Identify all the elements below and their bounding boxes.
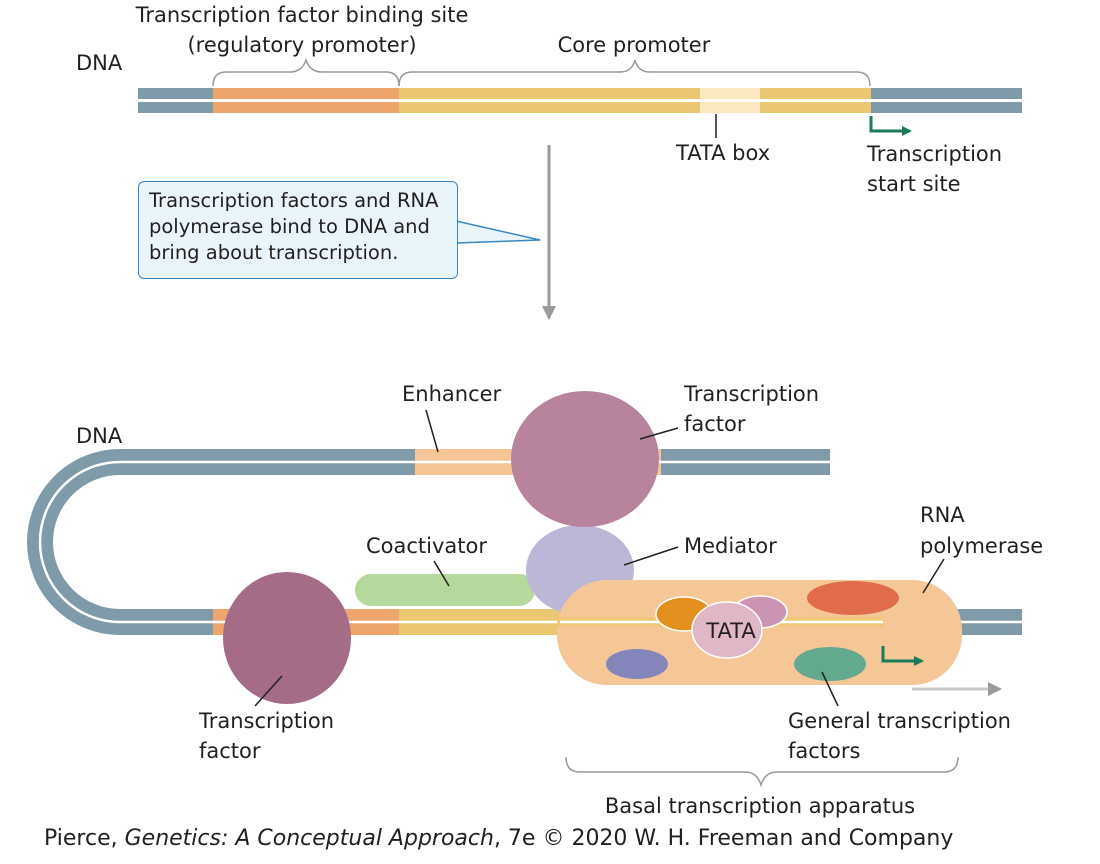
start-site-label-line2: start site — [867, 172, 961, 196]
core-promoter-bracket — [398, 59, 871, 87]
coactivator-pointer — [433, 560, 450, 587]
tata-label: TATA — [705, 619, 756, 643]
bottom-dna-label: DNA — [76, 424, 123, 448]
regulatory-promoter-region-lower — [213, 102, 399, 113]
mediator-label: Mediator — [684, 534, 777, 558]
coactivator-label: Coactivator — [366, 534, 487, 558]
dna-loop-inner — [41, 463, 1022, 621]
bottom-start-arrow — [881, 646, 924, 666]
tf-bottom-pointer — [254, 675, 283, 707]
gtf-green — [794, 647, 866, 681]
rna-pol-label: RNA — [920, 503, 965, 527]
coactivator — [355, 574, 535, 606]
tf-top-pointer — [639, 427, 679, 440]
dna-gap-loop — [38, 460, 121, 624]
gtf-label: General transcription — [788, 709, 1011, 733]
regulatory-promoter-region — [213, 88, 399, 99]
callout-box: Transcription factors and RNA polymerase… — [138, 181, 458, 279]
transcription-factor-bottom — [223, 572, 351, 704]
start-site-label: Transcription — [866, 142, 1002, 166]
top-dna-label: DNA — [76, 51, 123, 75]
rna-pol-label-line2: polymerase — [920, 534, 1043, 558]
rna-pol-pointer — [922, 558, 945, 594]
top-dna — [138, 88, 1022, 113]
gtf-label-line2: factors — [788, 739, 860, 763]
core-promoter-region-lower — [399, 102, 871, 113]
basal-apparatus-label: Basal transcription apparatus — [605, 794, 915, 818]
credit-book-title: Genetics: A Conceptual Approach — [124, 826, 494, 851]
transcription-start-arrow — [869, 116, 912, 136]
enhancer-pointer — [425, 409, 439, 453]
callout-tail — [455, 220, 541, 244]
tf-top-label-line2: factor — [684, 412, 746, 436]
tf-top-label: Transcription — [683, 382, 819, 406]
regulatory-promoter-label: (regulatory promoter) — [187, 33, 416, 57]
transcription-factor-top — [511, 391, 659, 527]
gtf-red — [807, 581, 899, 615]
regulatory-promoter-bracket — [212, 57, 400, 87]
tf-bottom-label: Transcription — [198, 709, 334, 733]
credit-line: Pierce, Genetics: A Conceptual Approach,… — [44, 826, 953, 851]
tf-bottom-label-line2: factor — [199, 739, 261, 763]
basal-apparatus-bracket — [565, 756, 959, 788]
enhancer-label: Enhancer — [402, 382, 502, 406]
tata-box-label: TATA box — [675, 141, 770, 165]
core-promoter-region — [399, 88, 871, 99]
gtf-blue — [606, 649, 668, 679]
tata-binding-protein — [691, 601, 763, 659]
credit-prefix: Pierce, — [44, 826, 125, 851]
mediator-pointer — [623, 546, 679, 566]
tf-binding-site-label: Transcription factor binding site — [135, 3, 469, 27]
dna-loop-outer — [27, 449, 1022, 635]
core-promoter-label: Core promoter — [558, 33, 711, 57]
credit-suffix: , 7e © 2020 W. H. Freeman and Company — [493, 826, 954, 851]
gtf-pointer — [821, 671, 839, 707]
